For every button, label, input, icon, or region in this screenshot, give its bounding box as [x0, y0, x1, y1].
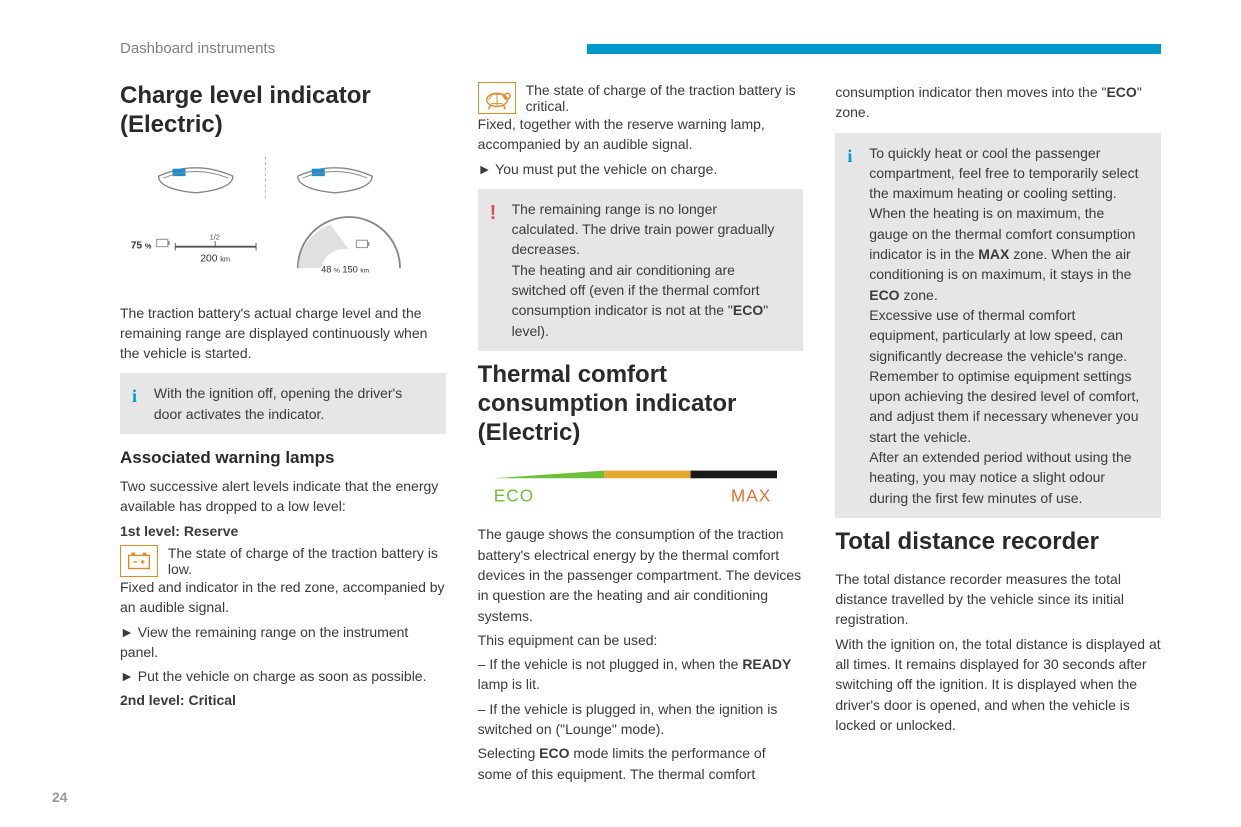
charge-gauge-illustration: 75 % 1/2 200 km — [120, 152, 446, 285]
distance-desc-1: The total distance recorder measures the… — [835, 569, 1161, 630]
distance-desc-2: With the ignition on, the total distance… — [835, 634, 1161, 735]
battery-low-icon — [120, 545, 158, 577]
equipment-used-intro: This equipment can be used: — [478, 630, 804, 650]
svg-text:75 %: 75 % — [131, 240, 152, 251]
fixed-reserve-lamp: Fixed, together with the reserve warning… — [478, 114, 804, 155]
distance-recorder-heading: Total distance recorder — [835, 528, 1161, 557]
thermal-heading: Thermal comfort consumption indicator (E… — [478, 361, 804, 447]
svg-text:ECO: ECO — [493, 486, 533, 506]
info-ignition-off: i With the ignition off, opening the dri… — [120, 373, 446, 434]
info-thermal-tips: i To quickly heat or cool the passenger … — [835, 133, 1161, 518]
tip-optimise: Remember to optimise equipment settings … — [869, 368, 1139, 445]
thermal-description: The gauge shows the consumption of the t… — [478, 524, 804, 625]
info-thermal-text: To quickly heat or cool the passenger co… — [869, 143, 1145, 508]
content-columns: Charge level indicator (Electric) — [120, 82, 1161, 788]
page-header: Dashboard instruments — [120, 40, 1161, 57]
warn-eco-bold: ECO — [733, 302, 763, 318]
cond-not-plugged: If the vehicle is not plugged in, when t… — [478, 654, 804, 695]
charge-level-heading: Charge level indicator (Electric) — [120, 82, 446, 140]
warning-text: The remaining range is no longer calcula… — [512, 199, 788, 341]
action-view-range: View the remaining range on the instrume… — [120, 622, 446, 663]
svg-text:48 % 150 km: 48 % 150 km — [321, 264, 369, 274]
column-2: The state of charge of the traction batt… — [478, 82, 804, 788]
eco-mode-note: Selecting ECO mode limits the performanc… — [478, 743, 804, 784]
turtle-text: The state of charge of the traction batt… — [526, 82, 802, 114]
svg-text:MAX: MAX — [731, 486, 771, 506]
tip-odour: After an extended period without using t… — [869, 449, 1131, 506]
alert-levels-intro: Two successive alert levels indicate tha… — [120, 476, 446, 517]
svg-text:1/2: 1/2 — [210, 232, 220, 241]
action-charge-soon: Put the vehicle on charge as soon as pos… — [120, 666, 446, 686]
turtle-icon — [478, 82, 516, 114]
column-3: consumption indicator then moves into th… — [835, 82, 1161, 788]
header-accent-bar — [587, 44, 1161, 54]
section-title: Dashboard instruments — [120, 40, 275, 57]
thermal-gauge-illustration: ECO MAX — [478, 461, 804, 512]
eco-zone-continuation: consumption indicator then moves into th… — [835, 82, 1161, 123]
action-must-charge: You must put the vehicle on charge. — [478, 159, 804, 179]
cond-plugged: If the vehicle is plugged in, when the i… — [478, 699, 804, 740]
warning-range-box: ! The remaining range is no longer calcu… — [478, 189, 804, 351]
warn-line-2a: The heating and air conditioning are swi… — [512, 262, 760, 319]
charge-description: The traction battery's actual charge lev… — [120, 303, 446, 364]
tip-excessive-use: Excessive use of thermal comfort equipme… — [869, 307, 1127, 364]
level-2-label: 2nd level: Critical — [120, 690, 446, 710]
tip-max-zone: When the heating is on maximum, the gaug… — [869, 205, 1135, 302]
info-icon: i — [847, 143, 865, 169]
tip-quick-heat: To quickly heat or cool the passenger co… — [869, 145, 1138, 202]
battery-low-text: The state of charge of the traction batt… — [168, 545, 444, 577]
turtle-row: The state of charge of the traction batt… — [478, 82, 804, 114]
fixed-red-zone: Fixed and indicator in the red zone, acc… — [120, 577, 446, 618]
info-text: With the ignition off, opening the drive… — [154, 383, 430, 424]
warning-lamps-heading: Associated warning lamps — [120, 448, 446, 468]
page-number: 24 — [52, 789, 68, 805]
info-icon: i — [132, 383, 150, 409]
level-1-label: 1st level: Reserve — [120, 521, 446, 541]
battery-low-row: The state of charge of the traction batt… — [120, 545, 446, 577]
column-1: Charge level indicator (Electric) — [120, 82, 446, 788]
warn-line-1: The remaining range is no longer calcula… — [512, 201, 775, 258]
svg-text:200 km: 200 km — [200, 253, 230, 264]
exclamation-icon: ! — [490, 199, 508, 228]
